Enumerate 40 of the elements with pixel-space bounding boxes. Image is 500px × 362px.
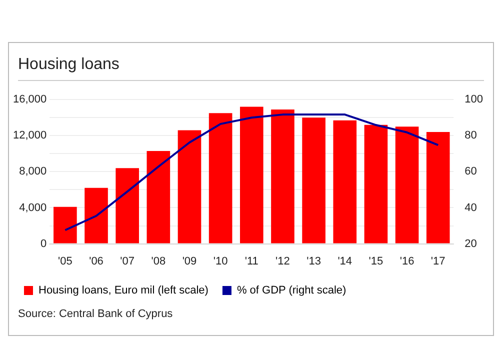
x-tick-label: '08: [151, 255, 166, 268]
y2-tick-label: 80: [464, 130, 477, 142]
x-tick-label: '13: [306, 255, 321, 268]
bar: [146, 150, 170, 244]
y-tick-label: 8,000: [19, 166, 47, 178]
x-tick-label: '16: [400, 255, 414, 268]
bar: [426, 132, 450, 244]
y2-tick-label: 100: [464, 94, 484, 106]
legend-label: % of GDP (right scale): [236, 284, 346, 297]
bar: [333, 120, 357, 244]
y2-tick-label: 40: [464, 202, 477, 214]
source-note: Source: Central Bank of Cyprus: [18, 308, 173, 320]
bar: [116, 168, 139, 244]
y2-tick-label: 60: [464, 166, 477, 178]
bar: [302, 118, 326, 244]
bar: [84, 188, 108, 244]
y2-tick-label: 20: [464, 238, 477, 250]
x-tick-label: '05: [58, 255, 72, 268]
bar: [178, 130, 202, 244]
bar: [54, 206, 77, 244]
bar: [395, 126, 419, 244]
y-tick-label: 12,000: [12, 130, 47, 142]
chart-title: Housing loans: [18, 56, 120, 74]
x-tick-label: '10: [213, 255, 228, 268]
x-tick-label: '15: [368, 255, 384, 268]
y-tick-label: 4,000: [19, 202, 47, 214]
x-tick-label: '09: [182, 255, 197, 268]
bar: [271, 110, 294, 244]
x-tick-label: '17: [430, 255, 446, 268]
y-tick-label: 0: [40, 238, 47, 250]
x-tick-label: '14: [338, 255, 352, 268]
bar: [240, 106, 264, 244]
bar: [364, 124, 388, 244]
y-tick-label: 16,000: [12, 94, 47, 106]
x-tick-label: '07: [120, 255, 135, 268]
x-tick-label: '06: [89, 255, 104, 268]
bar: [208, 113, 232, 244]
x-tick-label: '11: [244, 255, 258, 268]
legend-label: Housing loans, Euro mil (left scale): [38, 284, 208, 297]
x-tick-label: '12: [276, 255, 290, 268]
